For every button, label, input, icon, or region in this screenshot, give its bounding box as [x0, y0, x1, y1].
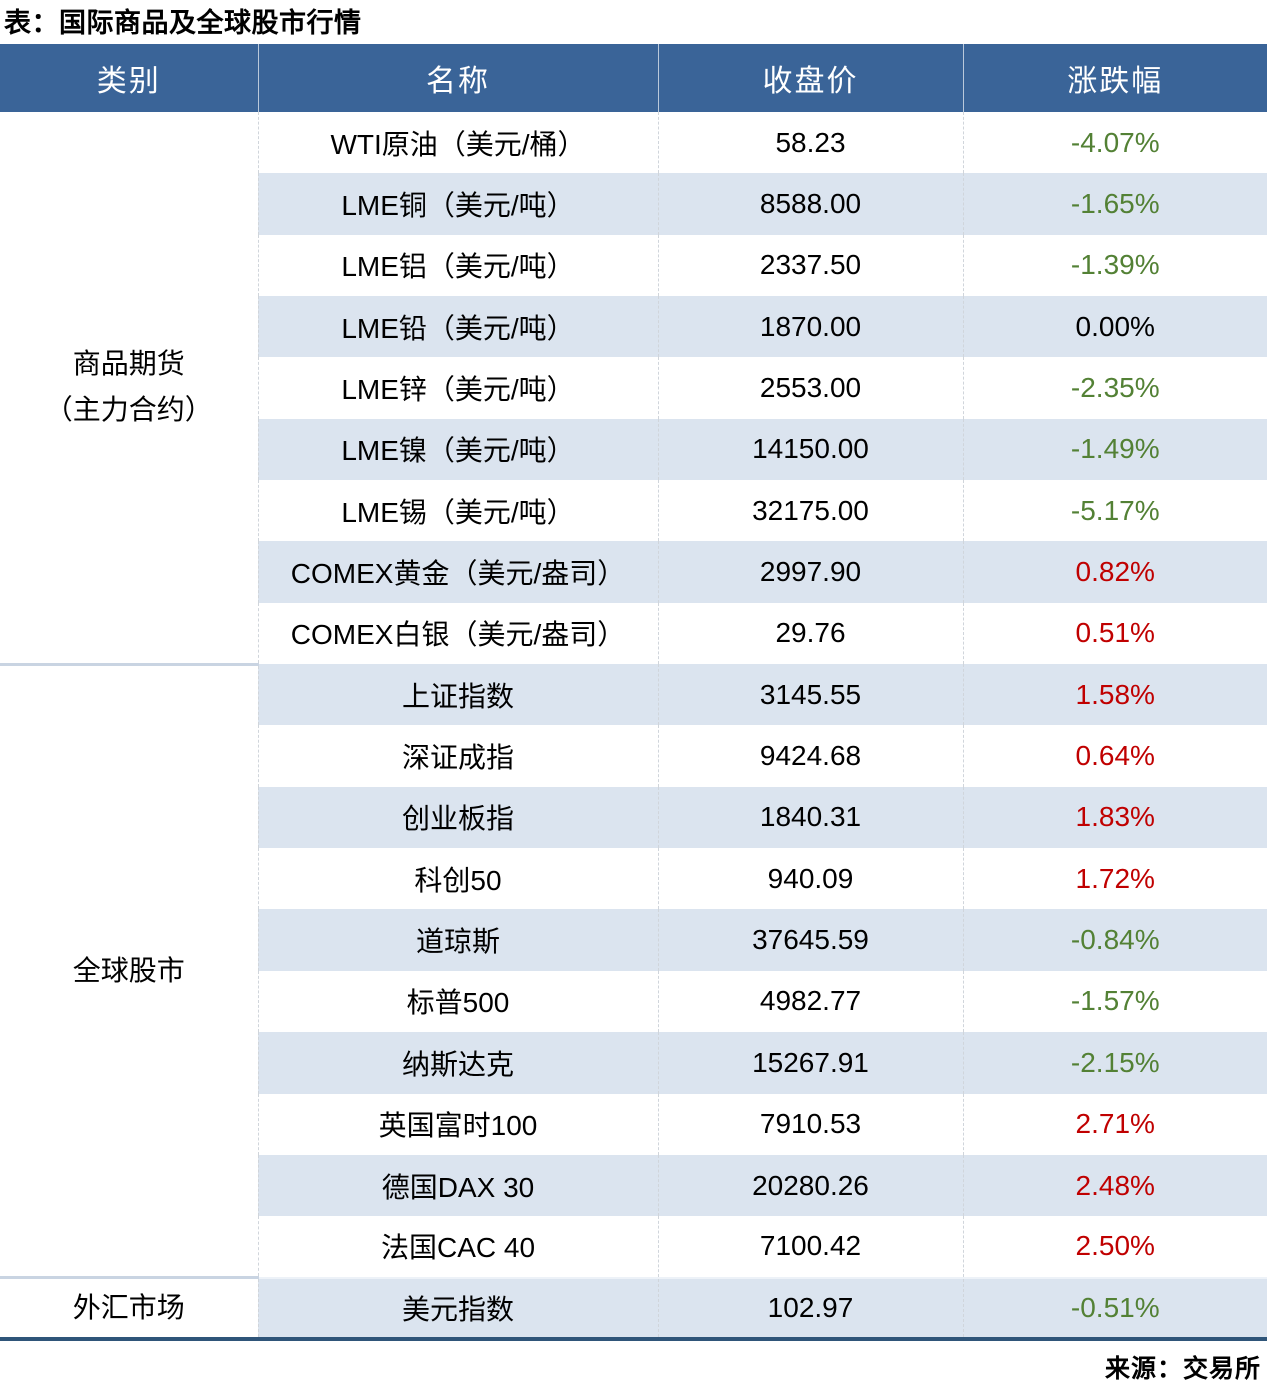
close-price: 4982.77: [657, 970, 963, 1033]
category-cell-global-stocks: 全球股市: [0, 664, 259, 1280]
change-percent: 1.83%: [962, 786, 1267, 849]
close-price: 58.23: [657, 112, 963, 174]
table-row: LME镍（美元/吨） 14150.00 -1.49%: [0, 418, 1267, 481]
header-row: 类别 名称 收盘价 涨跌幅: [0, 44, 1267, 112]
close-price: 29.76: [657, 602, 963, 665]
instrument-name: 道琼斯: [258, 909, 658, 971]
close-price: 14150.00: [657, 418, 963, 481]
table-row: COMEX黄金（美元/盎司） 2997.90 0.82%: [0, 541, 1267, 603]
table-row: LME锌（美元/吨） 2553.00 -2.35%: [0, 357, 1267, 419]
change-percent: 2.50%: [962, 1216, 1267, 1278]
instrument-name: LME镍（美元/吨）: [258, 418, 658, 481]
header-change: 涨跌幅: [962, 44, 1267, 112]
change-percent: -2.35%: [962, 357, 1267, 419]
source-label: 来源：交易所: [1104, 1354, 1261, 1383]
close-price: 20280.26: [657, 1154, 963, 1217]
change-percent: -1.39%: [962, 234, 1267, 297]
close-price: 2337.50: [657, 234, 963, 297]
table-row: 商品期货 （主力合约） WTI原油（美元/桶） 58.23 -4.07%: [0, 112, 1267, 666]
table-row: LME铝（美元/吨） 2337.50 -1.39%: [0, 234, 1267, 297]
header-close: 收盘价: [657, 44, 963, 112]
table-row: 纳斯达克 15267.91 -2.15%: [0, 1032, 1267, 1094]
table-row: 全球股市 上证指数 3145.55 1.58%: [0, 664, 1267, 1280]
close-price: 7100.42: [657, 1216, 963, 1278]
close-price: 1840.31: [657, 786, 963, 849]
change-percent: -2.15%: [962, 1032, 1267, 1094]
change-percent: 1.58%: [962, 664, 1267, 726]
category-cell-forex: 外汇市场: [0, 1277, 259, 1339]
category-cell-commodities: 商品期货 （主力合约）: [0, 112, 259, 666]
instrument-name: 美元指数: [257, 1276, 658, 1339]
instrument-name: 标普500: [258, 970, 658, 1033]
instrument-name: LME铅（美元/吨）: [258, 296, 658, 358]
instrument-name: 纳斯达克: [258, 1032, 658, 1094]
instrument-name: 法国CAC 40: [258, 1216, 658, 1278]
instrument-name: 科创50: [258, 848, 658, 910]
close-price: 32175.00: [657, 480, 963, 542]
instrument-name: LME铝（美元/吨）: [258, 234, 658, 297]
table-row: COMEX白银（美元/盎司） 29.76 0.51%: [0, 602, 1267, 665]
instrument-name: 深证成指: [258, 725, 658, 787]
table-row: 外汇市场 美元指数 102.97 -0.51%: [0, 1276, 1267, 1339]
instrument-name: WTI原油（美元/桶）: [257, 112, 658, 174]
change-percent: 1.72%: [962, 848, 1267, 910]
change-percent: -4.07%: [962, 112, 1267, 174]
change-percent: -0.51%: [962, 1276, 1267, 1339]
instrument-name: COMEX白银（美元/盎司）: [258, 602, 658, 665]
close-price: 3145.55: [657, 664, 963, 726]
change-percent: 2.71%: [962, 1093, 1267, 1155]
close-price: 102.97: [657, 1276, 963, 1339]
change-percent: -1.65%: [962, 173, 1267, 235]
table-row: LME锡（美元/吨） 32175.00 -5.17%: [0, 480, 1267, 542]
table-row: 英国富时100 7910.53 2.71%: [0, 1093, 1267, 1155]
table-row: 深证成指 9424.68 0.64%: [0, 725, 1267, 787]
instrument-name: 英国富时100: [258, 1093, 658, 1155]
instrument-name: LME锌（美元/吨）: [258, 357, 658, 419]
market-table: 类别 名称 收盘价 涨跌幅 商品期货 （主力合约） WTI原油（美元/桶） 58…: [0, 44, 1267, 1341]
close-price: 2997.90: [657, 541, 963, 603]
instrument-name: 上证指数: [257, 664, 658, 726]
change-percent: -1.49%: [962, 418, 1267, 481]
table-row: LME铅（美元/吨） 1870.00 0.00%: [0, 296, 1267, 358]
instrument-name: LME锡（美元/吨）: [258, 480, 658, 542]
table-row: 科创50 940.09 1.72%: [0, 848, 1267, 910]
change-percent: -0.84%: [962, 909, 1267, 971]
close-price: 1870.00: [657, 296, 963, 358]
change-percent: -1.57%: [962, 970, 1267, 1033]
instrument-name: 德国DAX 30: [258, 1154, 658, 1217]
instrument-name: 创业板指: [258, 786, 658, 849]
table-row: 标普500 4982.77 -1.57%: [0, 970, 1267, 1033]
change-percent: 2.48%: [962, 1154, 1267, 1217]
change-percent: 0.64%: [962, 725, 1267, 787]
change-percent: 0.82%: [962, 541, 1267, 603]
close-price: 9424.68: [657, 725, 963, 787]
table-row: 法国CAC 40 7100.42 2.50%: [0, 1216, 1267, 1278]
instrument-name: LME铜（美元/吨）: [258, 173, 658, 235]
change-percent: -5.17%: [962, 480, 1267, 542]
header-category: 类别: [0, 44, 258, 112]
close-price: 15267.91: [657, 1032, 963, 1094]
change-percent: 0.51%: [962, 602, 1267, 665]
header-name: 名称: [257, 44, 658, 112]
table-row: LME铜（美元/吨） 8588.00 -1.65%: [0, 173, 1267, 235]
table-row: 德国DAX 30 20280.26 2.48%: [0, 1154, 1267, 1217]
table-title: 表：国际商品及全球股市行情: [4, 8, 362, 38]
close-price: 8588.00: [657, 173, 963, 235]
instrument-name: COMEX黄金（美元/盎司）: [258, 541, 658, 603]
close-price: 7910.53: [657, 1093, 963, 1155]
close-price: 2553.00: [657, 357, 963, 419]
change-percent: 0.00%: [962, 296, 1267, 358]
table-row: 道琼斯 37645.59 -0.84%: [0, 909, 1267, 971]
close-price: 940.09: [657, 848, 963, 910]
close-price: 37645.59: [657, 909, 963, 971]
table-row: 创业板指 1840.31 1.83%: [0, 786, 1267, 849]
